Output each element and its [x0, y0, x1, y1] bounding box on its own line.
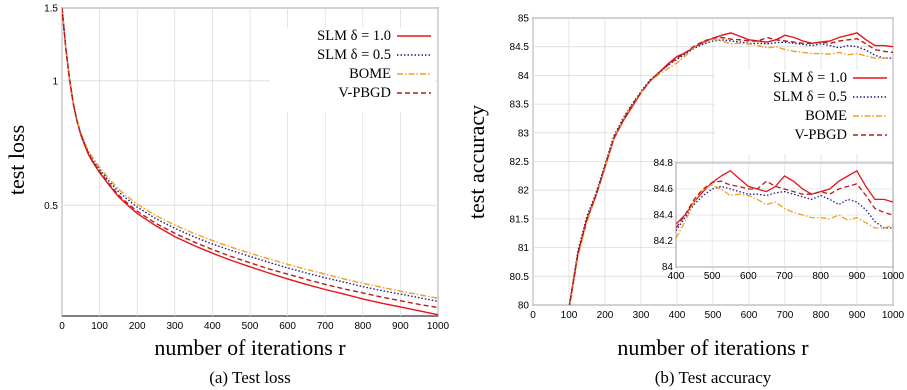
y-axis-label: test accuracy [464, 105, 489, 219]
y-tick-label: 83.5 [510, 100, 530, 111]
x-tick-label: 300 [633, 310, 650, 321]
x-axis-label: number of iterations r [154, 335, 346, 360]
y-tick-label: 84.5 [510, 42, 530, 53]
inset-x-tick-label: 1000 [882, 271, 905, 282]
x-tick-label: 1000 [427, 321, 450, 332]
inset-y-tick-label: 84.8 [654, 158, 674, 169]
inset-series-line [676, 185, 893, 231]
x-tick-label: 700 [317, 321, 334, 332]
caption: (b) Test accuracy [655, 368, 772, 387]
legend: SLM δ = 1.0 SLM δ = 0.5 BOME V-PBGD [715, 70, 891, 154]
legend-box [715, 70, 891, 154]
inset-x-tick-label: 400 [668, 271, 685, 282]
series-line [62, 8, 438, 309]
inset-y-tick-label: 84.2 [654, 236, 674, 247]
x-tick-label: 900 [392, 321, 409, 332]
inset-x-tick-label: 500 [704, 271, 721, 282]
x-tick-label: 500 [242, 321, 259, 332]
inset-x-tick-label: 900 [848, 271, 865, 282]
y-tick-label: 0.5 [44, 201, 58, 212]
x-tick-label: 700 [777, 310, 794, 321]
inset-plot: 400 500 600 700 800 900 1000 84 84.2 84.4 84.6 84.8 [654, 158, 905, 282]
y-tick-label: 80 [518, 301, 530, 312]
legend-label: SLM δ = 1.0 [773, 70, 847, 86]
y-tick-label: 85 [518, 14, 530, 25]
tick-labels: 0 100 200 300 400 500 600 700 800 900 1000 0.5 1 1.5 [44, 4, 449, 333]
series-lines [568, 32, 893, 305]
inset-series-line [676, 184, 893, 239]
y-tick-label: 82.5 [510, 157, 530, 168]
inset-y-tick-label: 84.6 [654, 184, 674, 195]
legend-label: SLM δ = 0.5 [773, 89, 847, 105]
series-line [568, 36, 893, 305]
legend-label: BOME [805, 108, 847, 124]
x-tick-label: 100 [561, 310, 578, 321]
inset-x-tick-label: 700 [776, 271, 793, 282]
inset-x-tick-label: 800 [812, 271, 829, 282]
y-tick-label: 80.5 [510, 272, 530, 283]
y-axis-label: test loss [4, 125, 29, 195]
y-tick-label: 81.5 [510, 214, 530, 225]
y-tick-label: 82 [518, 186, 530, 197]
y-tick-label: 1 [52, 76, 58, 87]
y-tick-label: 84 [518, 71, 530, 82]
caption: (a) Test loss [209, 368, 291, 387]
grid [61, 7, 439, 316]
inset-y-tick-label: 84 [662, 262, 674, 273]
legend-box [270, 28, 435, 112]
legend-label: V-PBGD [338, 85, 391, 101]
x-tick-label: 600 [279, 321, 296, 332]
x-axis-label: number of iterations r [617, 335, 809, 360]
legend-label: BOME [349, 66, 391, 82]
series-line [62, 8, 438, 302]
x-tick-label: 0 [530, 310, 536, 321]
x-tick-label: 600 [741, 310, 758, 321]
x-tick-label: 1000 [882, 310, 905, 321]
x-tick-label: 400 [669, 310, 686, 321]
inset-y-tick-label: 84.4 [654, 210, 674, 221]
x-tick-label: 100 [91, 321, 108, 332]
legend-label: SLM δ = 0.5 [317, 47, 391, 63]
inset-series-line [676, 180, 893, 229]
x-tick-label: 300 [166, 321, 183, 332]
legend-label: V-PBGD [794, 127, 847, 143]
y-tick-label: 83 [518, 128, 530, 139]
x-tick-label: 400 [204, 321, 221, 332]
test-loss-panel: 0 100 200 300 400 500 600 700 800 900 10000.511.5 … [4, 4, 450, 388]
legend-label: SLM δ = 1.0 [317, 28, 391, 44]
x-tick-label: 800 [354, 321, 371, 332]
x-tick-label: 800 [813, 310, 830, 321]
x-tick-label: 200 [129, 321, 146, 332]
legend: SLM δ = 1.0 SLM δ = 0.5 BOME V-PBGD [270, 28, 435, 112]
inset-x-tick-label: 600 [740, 271, 757, 282]
series-lines [62, 8, 438, 316]
y-tick-label: 81 [518, 243, 530, 254]
x-tick-label: 0 [59, 321, 65, 332]
x-tick-label: 900 [849, 310, 866, 321]
x-tick-label: 500 [705, 310, 722, 321]
tick-labels: 0 100 200 300 400 500 600 700 800 900 1000 80 80.5 81… [510, 14, 905, 322]
test-accuracy-panel: 0 100 200 300 400 500 600 700 800 900 1000 80 80.5 81… [464, 14, 905, 388]
x-tick-label: 200 [597, 310, 614, 321]
y-tick-label: 1.5 [44, 4, 58, 15]
